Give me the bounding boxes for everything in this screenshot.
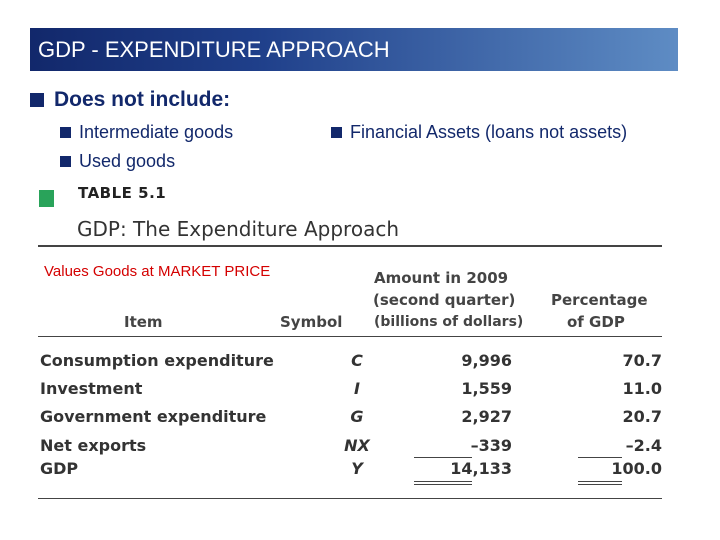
row-symbol: C — [351, 351, 363, 370]
row-amount: 9,996 — [461, 351, 512, 370]
row-symbol: I — [354, 379, 360, 398]
header-amount-line3: (billions of dollars) — [374, 314, 524, 330]
row-symbol: G — [350, 407, 364, 426]
sum-underline-amount — [414, 457, 472, 458]
double-underline-percent-2 — [578, 484, 622, 485]
sub-bullet-used: Used goods — [60, 151, 175, 172]
double-underline-amount-2 — [414, 484, 472, 485]
table-row: Investment I 1,559 11.0 — [40, 379, 662, 403]
table-bottom-rule — [38, 498, 662, 499]
row-item: Investment — [40, 379, 143, 398]
row-amount: 1,559 — [461, 379, 512, 398]
main-bullet-text: Does not include: — [54, 88, 231, 111]
row-amount: –339 — [470, 436, 512, 455]
main-bullet: Does not include: — [30, 88, 230, 112]
market-price-annotation: Values Goods at MARKET PRICE — [44, 263, 271, 280]
double-underline-percent-1 — [578, 481, 622, 482]
table-row: Net exports NX –339 –2.4 — [40, 436, 662, 460]
table-label: TABLE 5.1 — [78, 184, 167, 202]
row-percent: 11.0 — [622, 379, 662, 398]
sub-bullet-text: Intermediate goods — [79, 122, 234, 142]
square-bullet-icon — [331, 127, 342, 138]
row-percent: 70.7 — [622, 351, 662, 370]
table-row-total: GDP Y 14,133 100.0 — [40, 459, 662, 483]
row-symbol: NX — [344, 436, 370, 455]
header-amount-line1: Amount in 2009 — [374, 269, 509, 287]
row-amount: 2,927 — [461, 407, 512, 426]
sub-bullet-intermediate: Intermediate goods — [60, 122, 233, 143]
square-bullet-icon — [60, 156, 71, 167]
row-percent: 100.0 — [611, 459, 662, 478]
row-item: Consumption expenditure — [40, 351, 274, 370]
row-percent: 20.7 — [622, 407, 662, 426]
table-top-rule — [38, 245, 662, 247]
row-amount: 14,133 — [450, 459, 512, 478]
double-underline-amount-1 — [414, 481, 472, 482]
square-bullet-icon — [30, 93, 44, 107]
header-rule — [38, 336, 662, 337]
header-symbol: Symbol — [280, 313, 343, 331]
square-bullet-icon — [60, 127, 71, 138]
sub-bullet-text: Used goods — [79, 151, 176, 171]
row-item: Net exports — [40, 436, 147, 455]
row-item: GDP — [40, 459, 79, 478]
header-percent-line1: Percentage — [551, 291, 648, 309]
row-symbol: Y — [351, 459, 363, 478]
header-amount-line2: (second quarter) — [373, 291, 516, 309]
header-item: Item — [124, 313, 163, 331]
table-title: GDP: The Expenditure Approach — [77, 217, 399, 241]
row-item: Government expenditure — [40, 407, 267, 426]
row-percent: –2.4 — [625, 436, 662, 455]
sum-underline-percent — [578, 457, 622, 458]
sub-bullet-financial: Financial Assets (loans not assets) — [331, 122, 627, 143]
slide-title: GDP - EXPENDITURE APPROACH — [30, 28, 678, 71]
table-row: Government expenditure G 2,927 20.7 — [40, 407, 662, 431]
table-row: Consumption expenditure C 9,996 70.7 — [40, 351, 662, 375]
green-square-icon — [39, 190, 54, 207]
header-percent-line2: of GDP — [567, 313, 625, 331]
sub-bullet-text: Financial Assets (loans not assets) — [350, 122, 628, 142]
